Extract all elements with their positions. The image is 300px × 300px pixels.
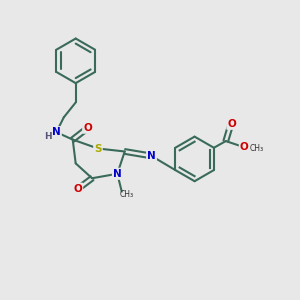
Text: N: N [147, 151, 156, 161]
Text: S: S [94, 143, 102, 154]
Text: N: N [52, 127, 61, 137]
Text: H: H [44, 132, 52, 141]
Text: CH₃: CH₃ [250, 144, 264, 153]
Text: O: O [240, 142, 249, 152]
Text: O: O [227, 119, 236, 129]
Text: CH₃: CH₃ [119, 190, 133, 199]
Text: O: O [83, 123, 92, 133]
Text: N: N [113, 169, 122, 179]
Text: O: O [74, 184, 82, 194]
